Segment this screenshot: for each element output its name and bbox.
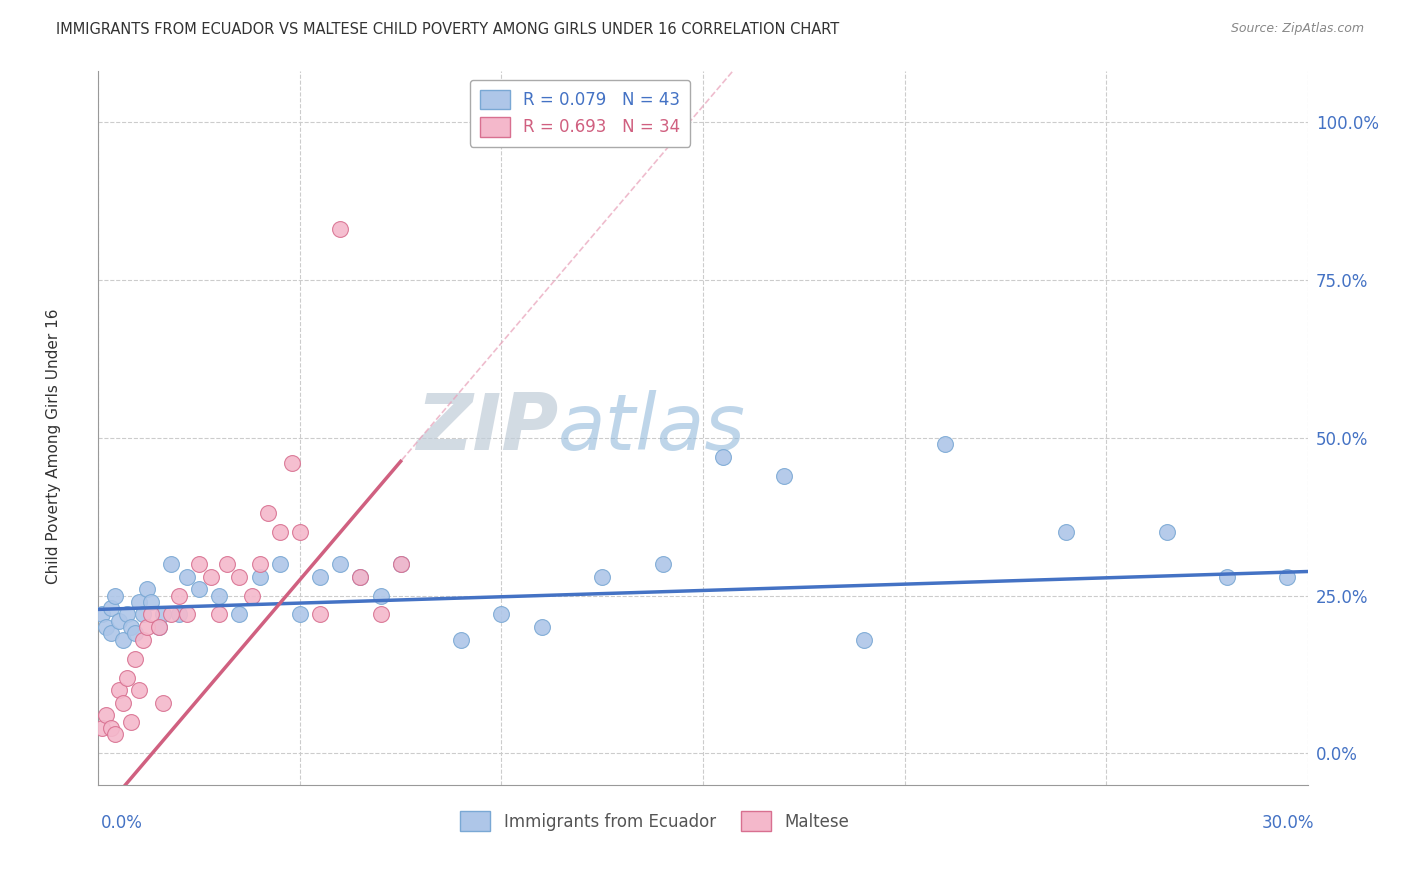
Point — [128, 683, 150, 698]
Point — [208, 589, 231, 603]
Legend: Immigrants from Ecuador, Maltese: Immigrants from Ecuador, Maltese — [454, 805, 856, 838]
Point — [135, 620, 157, 634]
Point — [208, 607, 231, 622]
Point — [103, 727, 125, 741]
Point — [148, 620, 170, 634]
Point — [188, 582, 211, 597]
Point — [200, 569, 222, 583]
Point — [772, 468, 794, 483]
Point — [450, 632, 472, 647]
Point — [1216, 569, 1239, 583]
Point — [111, 632, 134, 647]
Point — [124, 651, 146, 665]
Point — [711, 450, 734, 464]
Point — [288, 525, 311, 540]
Point — [288, 607, 311, 622]
Point — [256, 507, 278, 521]
Point — [309, 607, 332, 622]
Point — [91, 721, 114, 735]
Point — [176, 607, 198, 622]
Point — [100, 721, 122, 735]
Point — [188, 557, 211, 571]
Point — [389, 557, 412, 571]
Point — [530, 620, 553, 634]
Point — [228, 607, 250, 622]
Point — [176, 569, 198, 583]
Text: ZIP: ZIP — [416, 390, 558, 467]
Point — [152, 607, 174, 622]
Text: atlas: atlas — [558, 390, 745, 467]
Point — [249, 569, 271, 583]
Point — [103, 589, 125, 603]
Point — [591, 569, 613, 583]
Point — [111, 696, 134, 710]
Point — [120, 620, 142, 634]
Point — [160, 607, 183, 622]
Point — [152, 696, 174, 710]
Point — [96, 708, 118, 723]
Point — [269, 557, 291, 571]
Point — [115, 671, 138, 685]
Text: Child Poverty Among Girls Under 16: Child Poverty Among Girls Under 16 — [46, 309, 60, 583]
Point — [853, 632, 876, 647]
Point — [269, 525, 291, 540]
Text: Source: ZipAtlas.com: Source: ZipAtlas.com — [1230, 22, 1364, 36]
Point — [228, 569, 250, 583]
Point — [132, 632, 155, 647]
Point — [91, 607, 114, 622]
Point — [135, 582, 157, 597]
Point — [100, 601, 122, 615]
Point — [217, 557, 239, 571]
Point — [349, 569, 371, 583]
Point — [96, 620, 118, 634]
Point — [249, 557, 271, 571]
Point — [100, 626, 122, 640]
Point — [934, 437, 956, 451]
Point — [1156, 525, 1178, 540]
Point — [115, 607, 138, 622]
Point — [160, 557, 183, 571]
Point — [120, 714, 142, 729]
Point — [491, 607, 513, 622]
Point — [370, 607, 392, 622]
Point — [132, 607, 155, 622]
Point — [107, 614, 129, 628]
Point — [349, 569, 371, 583]
Point — [1054, 525, 1077, 540]
Point — [389, 557, 412, 571]
Point — [124, 626, 146, 640]
Point — [329, 557, 352, 571]
Point — [128, 595, 150, 609]
Point — [370, 589, 392, 603]
Point — [148, 620, 170, 634]
Point — [309, 569, 332, 583]
Point — [1277, 569, 1299, 583]
Text: 0.0%: 0.0% — [101, 814, 143, 831]
Text: IMMIGRANTS FROM ECUADOR VS MALTESE CHILD POVERTY AMONG GIRLS UNDER 16 CORRELATIO: IMMIGRANTS FROM ECUADOR VS MALTESE CHILD… — [56, 22, 839, 37]
Point — [139, 607, 162, 622]
Point — [107, 683, 129, 698]
Point — [281, 456, 304, 470]
Point — [329, 222, 352, 236]
Point — [139, 595, 162, 609]
Point — [167, 589, 190, 603]
Point — [240, 589, 263, 603]
Point — [167, 607, 190, 622]
Point — [651, 557, 673, 571]
Text: 30.0%: 30.0% — [1263, 814, 1315, 831]
